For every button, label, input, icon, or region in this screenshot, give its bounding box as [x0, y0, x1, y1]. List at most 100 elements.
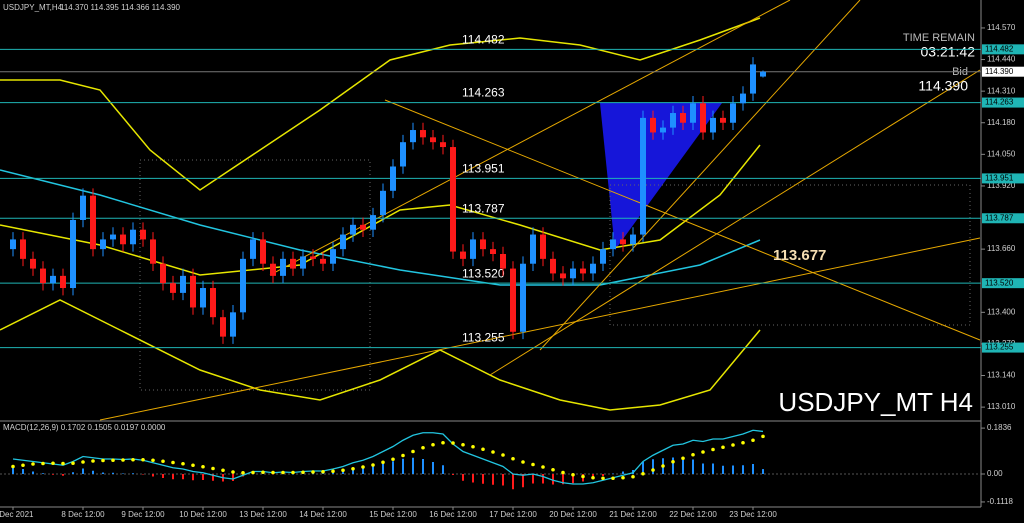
- macd-bar: [712, 463, 714, 474]
- x-tick-label: 21 Dec 12:00: [609, 510, 657, 519]
- signal-dot: [31, 462, 35, 466]
- level-label: 114.482: [462, 33, 505, 47]
- signal-dot: [701, 450, 705, 454]
- signal-dot: [581, 474, 585, 479]
- macd-bar: [652, 459, 654, 474]
- signal-dot: [421, 445, 425, 450]
- macd-bar: [412, 457, 414, 474]
- macd-bar: [492, 474, 494, 485]
- macd-bar: [542, 474, 544, 484]
- signal-dot: [61, 461, 65, 466]
- candle-body: [210, 288, 216, 318]
- candle-body: [380, 190, 386, 216]
- candle-body: [230, 312, 236, 337]
- signal-dot: [461, 442, 465, 447]
- level-label: 113.520: [462, 266, 505, 280]
- candle-body: [600, 249, 606, 264]
- candle-body: [710, 117, 716, 133]
- band-upper: [0, 17, 761, 191]
- candle-body: [330, 249, 336, 264]
- candle-body: [400, 142, 406, 167]
- signal-dot: [741, 440, 745, 445]
- signal-dot: [711, 447, 715, 452]
- candle-body: [290, 258, 296, 269]
- signal-dot: [531, 462, 535, 467]
- cloud: [139, 159, 371, 391]
- macd-bar: [372, 465, 374, 474]
- candle-body: [40, 268, 46, 284]
- candle-body: [570, 268, 576, 279]
- level-tag: [982, 342, 1024, 353]
- candle-body: [10, 239, 16, 250]
- macd-bar: [522, 474, 524, 488]
- macd-bar: [192, 474, 194, 481]
- signal-dot: [211, 466, 215, 471]
- y-tick-label: 113.660: [987, 244, 1016, 253]
- level-tag: [982, 97, 1024, 108]
- x-tick-label: 23 Dec 12:00: [729, 510, 777, 519]
- level-tag-label: 113.520: [985, 278, 1014, 287]
- signal-dot: [491, 450, 495, 454]
- bid-tag: [982, 66, 1024, 77]
- candle-body: [420, 130, 426, 138]
- macd-bar: [732, 465, 734, 474]
- candle-body: [530, 234, 536, 264]
- signal-dot: [71, 461, 75, 466]
- signal-dot: [101, 458, 105, 463]
- candle-body: [70, 219, 76, 289]
- signal-dot: [501, 453, 505, 457]
- macd-bar: [502, 474, 504, 486]
- candle-body: [180, 275, 186, 293]
- macd-bar: [562, 474, 564, 485]
- y-tick-label: 113.010: [987, 402, 1016, 411]
- timer-value: 03:21:42: [921, 44, 976, 60]
- macd-bar: [352, 468, 354, 474]
- macd-bar: [122, 473, 124, 474]
- candle-body: [500, 253, 506, 269]
- macd-title: MACD(12,26,9) 0.1702 0.1505 0.0197 0.000…: [3, 423, 166, 432]
- y-tick-label: 0.00: [987, 469, 1003, 478]
- level-label: 113.255: [462, 331, 505, 345]
- signal-dot: [311, 470, 315, 474]
- x-tick-label: 8 Dec 12:00: [61, 510, 105, 519]
- signal-dot: [131, 457, 135, 462]
- macd-bar: [342, 470, 344, 474]
- candle-body: [360, 224, 366, 230]
- signal-dot: [351, 466, 355, 471]
- macd-bar: [322, 473, 324, 474]
- trend-line: [539, 0, 861, 351]
- candle-body: [20, 239, 26, 259]
- level-tag: [982, 213, 1024, 224]
- pattern-fill: [600, 103, 722, 250]
- macd-bar: [102, 472, 104, 474]
- signal-dot: [361, 465, 365, 469]
- candle-body: [470, 239, 476, 259]
- candle-body: [190, 275, 196, 308]
- macd-bar: [432, 462, 434, 474]
- candle-body: [320, 258, 326, 264]
- level-tag: [982, 278, 1024, 289]
- candle-body: [720, 117, 726, 123]
- chart-title: USDJPY_MT,H4: [3, 3, 63, 12]
- y-tick-label: 114.570: [987, 23, 1016, 32]
- macd-bar: [92, 470, 94, 474]
- level-label: 114.263: [462, 86, 505, 100]
- macd-bar: [692, 459, 694, 474]
- candle-body: [590, 263, 596, 274]
- level-tag-label: 114.482: [985, 44, 1014, 53]
- y-tick-label: 114.180: [987, 118, 1016, 127]
- candle-body: [650, 117, 656, 133]
- signal-dot: [601, 476, 605, 481]
- candle-body: [120, 234, 126, 245]
- macd-bar: [642, 461, 644, 474]
- level-tag: [982, 173, 1024, 184]
- macd-bar: [362, 467, 364, 474]
- signal-dot: [521, 460, 525, 464]
- y-tick-label: 114.050: [987, 149, 1016, 158]
- signal-dot: [21, 463, 25, 468]
- signal-dot: [41, 461, 45, 466]
- x-tick-label: 14 Dec 12:00: [299, 510, 347, 519]
- level-tag-label: 113.255: [985, 343, 1014, 352]
- ohlc-info: 114.370 114.395 114.366 114.390: [60, 3, 181, 12]
